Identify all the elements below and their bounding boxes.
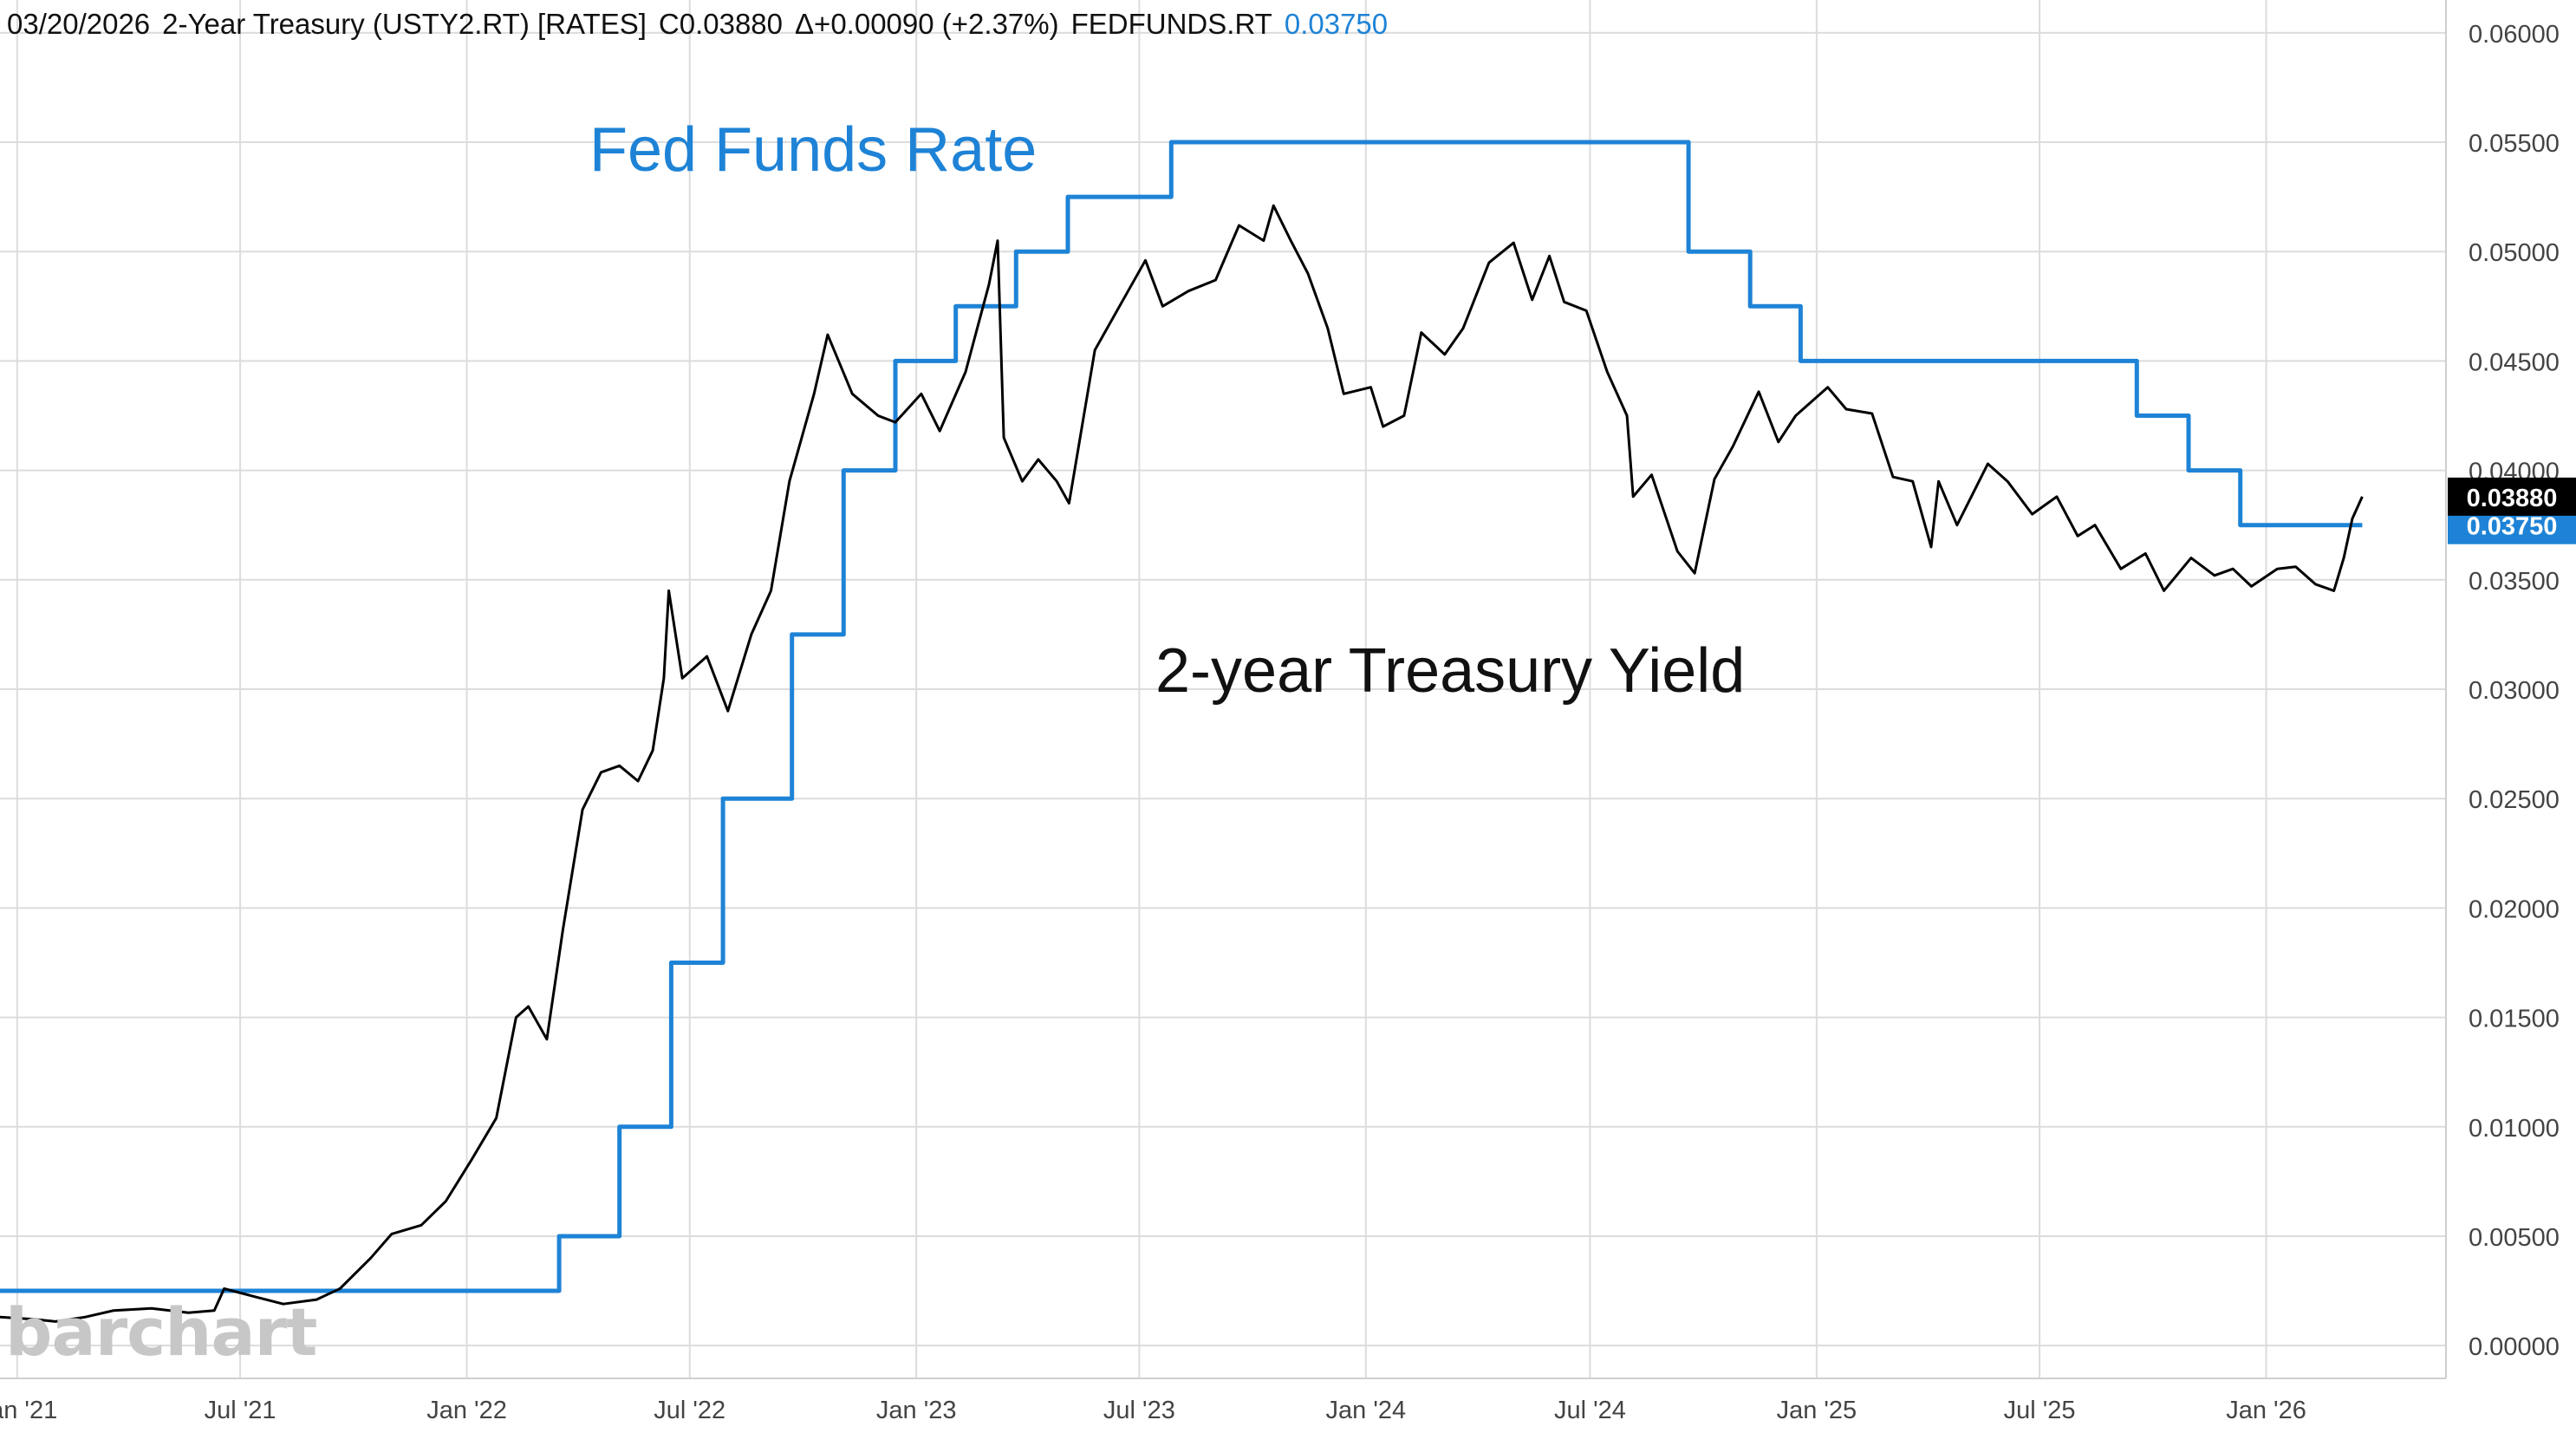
x-tick-label: Jan '23: [876, 1397, 957, 1424]
header-secondary-symbol: FEDFUNDS.RT: [1070, 8, 1272, 40]
fed-funds-label: Fed Funds Rate: [589, 115, 1038, 185]
barchart-logo: barchart: [5, 1293, 317, 1371]
y-tick-label: 0.02500: [2469, 786, 2560, 814]
x-tick-label: Jul '23: [1103, 1397, 1175, 1424]
x-tick-label: Jan '26: [2226, 1397, 2306, 1424]
fed-funds-last-value-badge: 0.03750: [2467, 513, 2558, 541]
treasury-label: 2-year Treasury Yield: [1155, 636, 1746, 706]
y-tick-label: 0.05500: [2469, 130, 2560, 158]
header-close: C0.03880: [658, 8, 784, 40]
y-tick-label: 0.03500: [2469, 568, 2560, 596]
header-secondary-value: 0.03750: [1284, 8, 1389, 40]
series-layer: [0, 140, 2364, 1323]
y-tick-label: 0.01000: [2469, 1115, 2560, 1143]
header-change: Δ+0.00090 (+2.37%): [795, 8, 1059, 40]
y-tick-label: 0.06000: [2469, 21, 2560, 49]
treasury-last-value-badge-bg: [2448, 477, 2576, 516]
x-tick-label: Jul '21: [205, 1397, 276, 1424]
x-tick-label: Jul '22: [654, 1397, 725, 1424]
y-tick-label: 0.04500: [2469, 348, 2560, 376]
y-tick-label: 0.05000: [2469, 239, 2560, 267]
y-axis: 0.00000 0.00500 0.01000 0.01500 0.02000 0.025…: [2469, 21, 2560, 1361]
y-tick-label: 0.01500: [2469, 1006, 2560, 1033]
y-tick-label: 0.02000: [2469, 896, 2560, 923]
x-tick-label: Jan '24: [1326, 1397, 1407, 1424]
x-axis: Jan '21 Jul '21 Jan '22 Jul '22 Jan '23 Jul '…: [0, 1397, 2306, 1424]
y-tick-label: 0.00000: [2469, 1333, 2560, 1361]
header-date: 03/20/2026: [7, 8, 151, 40]
x-tick-label: Jan '22: [426, 1397, 507, 1424]
x-tick-label: Jul '25: [2004, 1397, 2076, 1424]
chart-header: 03/20/2026 2-Year Treasury (USTY2.RT) [R…: [7, 0, 1388, 49]
x-tick-label: Jan '25: [1777, 1397, 1857, 1424]
grid: [0, 0, 2446, 1378]
treasury-series-line: [0, 204, 2364, 1323]
header-symbol: 2-Year Treasury (USTY2.RT) [RATES]: [162, 8, 647, 40]
x-tick-label: Jan '21: [0, 1397, 57, 1424]
y-tick-label: 0.00500: [2469, 1224, 2560, 1252]
fed-funds-series-line: [0, 140, 2363, 1293]
x-tick-label: Jul '24: [1554, 1397, 1626, 1424]
treasury-last-value-badge: 0.03880: [2467, 485, 2558, 512]
y-tick-label: 0.03000: [2469, 677, 2560, 705]
